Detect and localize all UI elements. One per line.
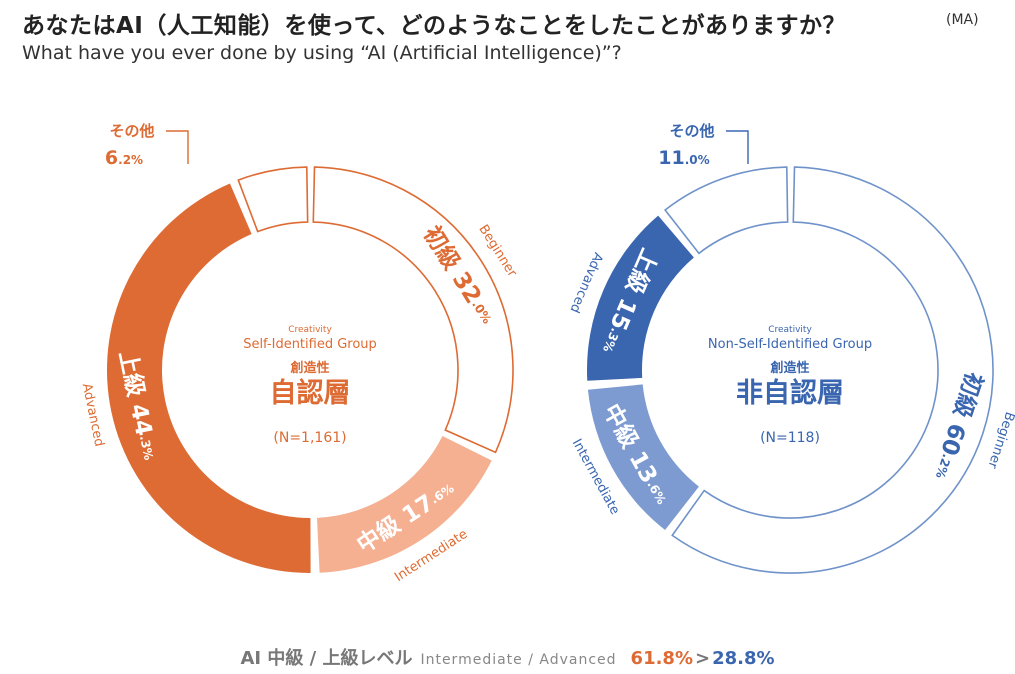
segment-intermediate-self (316, 435, 492, 573)
center-en-non-self: Non-Self-Identified Group (708, 337, 872, 352)
segment-value-advanced: 44 (125, 402, 157, 439)
center-en-self: Self-Identified Group (243, 337, 377, 352)
center-jp-non-self: 非自認層 (736, 377, 844, 409)
other-callout-line-self (166, 130, 189, 164)
center-n-self: (N=1,161) (273, 430, 346, 446)
chart-title-jp: あなたはAI（人工知能）を使って、どのようなことをしたことがありますか？ (22, 13, 847, 39)
segment-beginner-self (312, 166, 514, 454)
chart-title-en: What have you ever done by using “AI (Ar… (22, 42, 622, 64)
center-n-non-self: (N=118) (760, 430, 820, 446)
center-en-small-non-self: Creativity (768, 325, 812, 335)
other-name-non-self: その他 (669, 122, 714, 140)
summary-footer: AI 中級 / 上級レベル Intermediate / Advanced 61.8… (0, 644, 1015, 670)
center-en-small-self: Creativity (288, 325, 332, 335)
other-value-non-self: 11.0% (658, 147, 709, 169)
summary-value-self: 61.8% (630, 648, 693, 669)
summary-gt-sign: > (695, 648, 711, 669)
summary-label-jp: AI 中級 / 上級レベル (240, 648, 413, 669)
segment-beginner-non-self (671, 166, 994, 574)
center-jp-small-self: 創造性 (289, 360, 329, 376)
segment-other-non-self (663, 166, 789, 255)
segment-other-self (237, 166, 309, 233)
segment-advanced-self (107, 183, 311, 573)
segment-en-label-advanced-self: Advanced (79, 382, 107, 448)
multiple-answer-tag: (MA) (946, 12, 979, 28)
segment-advanced-non-self (587, 215, 694, 381)
other-name-self: その他 (109, 122, 154, 140)
other-callout-line-non-self (726, 130, 749, 164)
center-jp-self: 自認層 (270, 377, 351, 409)
other-value-self: 6.2% (105, 147, 143, 169)
center-jp-small-non-self: 創造性 (769, 360, 809, 376)
segment-intermediate-non-self (587, 384, 699, 530)
summary-value-non-self: 28.8% (712, 648, 775, 669)
segment-en-label-beginner-non-self: Beginner (984, 410, 1015, 471)
segment-label-advanced-self: 上級 44.3% (114, 348, 163, 462)
summary-label-en: Intermediate / Advanced (420, 652, 617, 668)
segment-value-decimal-advanced: .3% (137, 434, 156, 461)
